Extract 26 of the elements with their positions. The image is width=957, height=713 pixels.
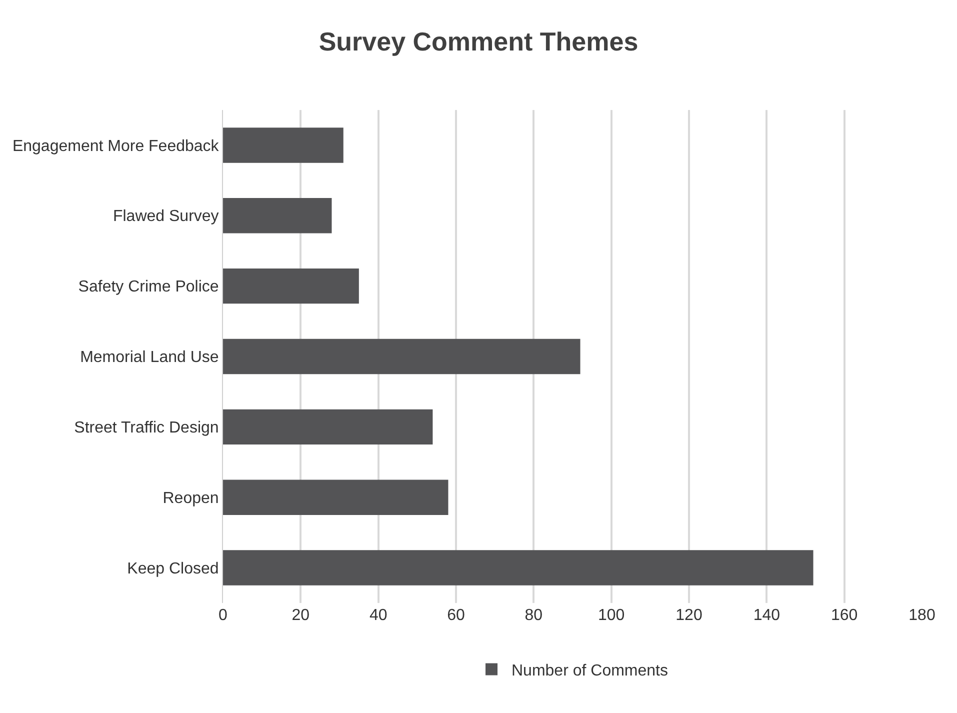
x-tick-label: 100 (598, 607, 625, 624)
y-tick-label: Safety Crime Police (78, 278, 219, 296)
bar (223, 338, 580, 374)
chart-title: Survey Comment Themes (318, 26, 638, 56)
y-tick-label: Flawed Survey (112, 208, 219, 226)
x-tick-label: 140 (753, 607, 780, 624)
y-tick-label: Engagement More Feedback (12, 138, 220, 155)
x-tick-label: 120 (676, 607, 702, 624)
x-tick-label: 160 (830, 607, 858, 624)
x-tick-label: 40 (369, 607, 388, 624)
y-tick-label: Memorial Land Use (80, 349, 219, 366)
x-tick-label: 20 (292, 607, 310, 624)
bar (223, 409, 433, 445)
x-tick-label: 180 (908, 607, 936, 624)
bar (223, 268, 359, 304)
legend-label: Number of Comments (512, 662, 668, 680)
x-tick-label: 0 (218, 607, 228, 624)
y-tick-label: Keep Closed (127, 560, 219, 578)
bar (223, 550, 814, 586)
x-tick-label: 60 (447, 607, 465, 624)
bar (223, 128, 344, 163)
y-tick-label: Reopen (162, 490, 219, 507)
y-tick-label: Street Traffic Design (74, 420, 219, 437)
x-tick-label: 80 (524, 607, 543, 624)
bar (223, 480, 448, 515)
bar (223, 198, 332, 234)
